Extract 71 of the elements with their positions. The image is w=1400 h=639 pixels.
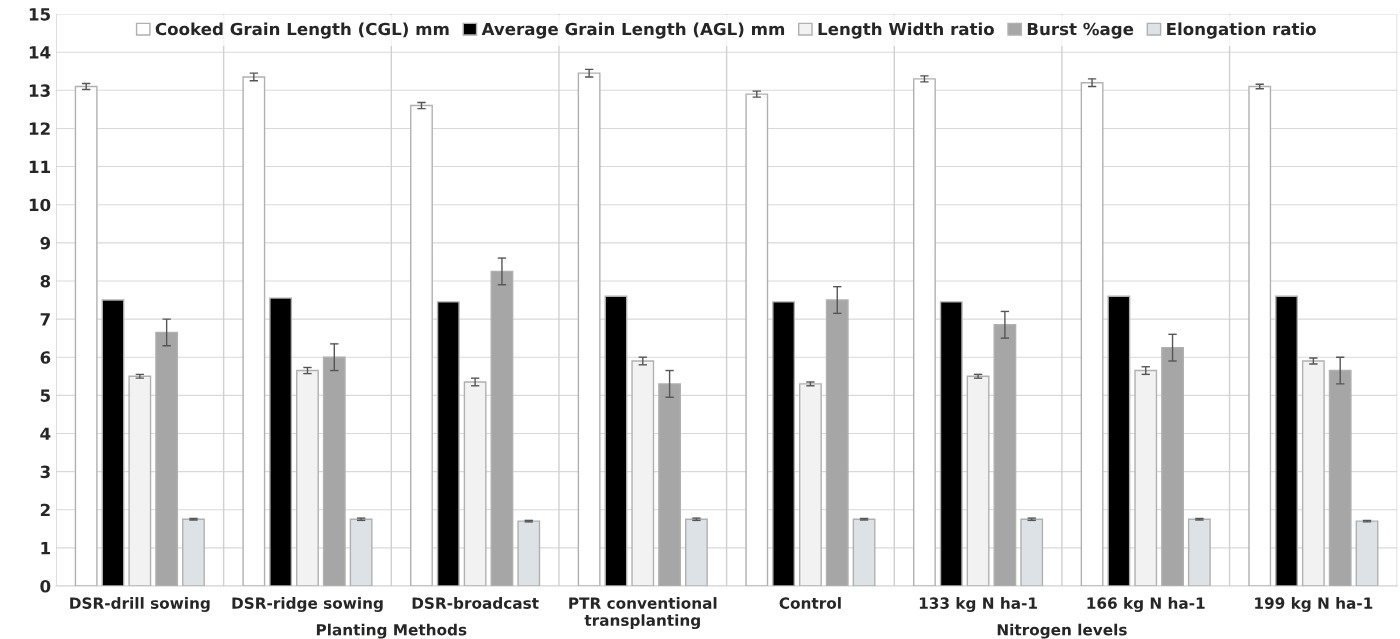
bar	[1187, 518, 1211, 586]
y-tick-label: 12	[29, 122, 50, 135]
y-tick-label: 0	[40, 579, 51, 593]
bar	[799, 383, 822, 586]
y-tick-label: 14	[29, 46, 51, 59]
bar	[1301, 360, 1325, 586]
bar	[1020, 518, 1044, 586]
y-tick-label: 1	[41, 542, 50, 555]
bar	[658, 383, 682, 586]
x-tick-label: DSR-ridge sowing	[232, 597, 383, 612]
bar	[913, 78, 936, 586]
y-tick-label: 6	[40, 351, 51, 364]
legend-label: Elongation ratio	[1167, 22, 1316, 39]
y-tick-label: 7	[40, 313, 50, 326]
legend-label: Length Width ratio	[818, 22, 994, 39]
y-tick-label: 8	[40, 274, 51, 288]
bar	[101, 299, 125, 586]
bar	[1080, 81, 1104, 586]
bar	[490, 270, 514, 586]
bar	[745, 93, 769, 586]
bar	[1275, 295, 1298, 586]
x-tick-label: DSR-broadcast	[412, 597, 539, 609]
y-tick-label: 9	[40, 236, 51, 250]
y-tick-label: 3	[40, 465, 50, 479]
y-tick-label: 11	[29, 160, 50, 173]
bar	[966, 375, 990, 586]
bar	[436, 301, 460, 586]
y-tick-label: 15	[29, 8, 50, 21]
bar	[1248, 85, 1272, 586]
y-tick-label: 4	[40, 427, 51, 440]
bar	[322, 356, 346, 586]
y-tick-label: 10	[29, 198, 51, 212]
bar	[1161, 346, 1184, 586]
text: Nitrogen levels	[997, 623, 1127, 639]
bar	[631, 360, 655, 586]
bar	[296, 369, 319, 586]
bar	[1107, 295, 1131, 586]
x-tick-label: PTR conventional transplanting	[569, 597, 717, 630]
x-tick-label: DSR-drill sowing	[70, 597, 210, 612]
bar	[825, 299, 849, 586]
legend-label: Average Grain Length (AGL) mm	[481, 22, 785, 39]
bar	[242, 76, 266, 586]
legend-label: Burst %age	[1027, 22, 1134, 39]
bar	[604, 295, 628, 586]
y-tick-label: 5	[40, 389, 50, 402]
bar	[939, 301, 963, 586]
x-tick-label: 166 kg N ha-1	[1087, 597, 1205, 612]
x-tick-label: 199 kg N ha-1	[1255, 597, 1373, 612]
bar	[852, 518, 876, 586]
bar	[269, 297, 293, 586]
y-tick-label: 13	[29, 84, 50, 97]
bar	[182, 518, 205, 586]
bar	[463, 381, 487, 586]
text: Planting Methods	[316, 623, 467, 639]
bar	[1355, 520, 1379, 586]
legend-label: Cooked Grain Length (CGL) mm	[155, 22, 449, 39]
bar	[772, 301, 796, 586]
bar	[684, 518, 708, 586]
y-tick-label: 2	[40, 503, 50, 517]
bar	[155, 331, 179, 586]
bar	[128, 375, 152, 586]
bar	[1134, 369, 1158, 586]
bar	[410, 104, 433, 586]
x-tick-label: 133 kg N ha-1	[919, 597, 1037, 612]
bar	[993, 324, 1017, 586]
x-tick-label: Control	[779, 597, 841, 609]
bar	[1328, 369, 1352, 586]
bar	[577, 72, 601, 586]
bar	[349, 518, 373, 586]
bar	[517, 520, 541, 586]
bar	[74, 85, 98, 586]
